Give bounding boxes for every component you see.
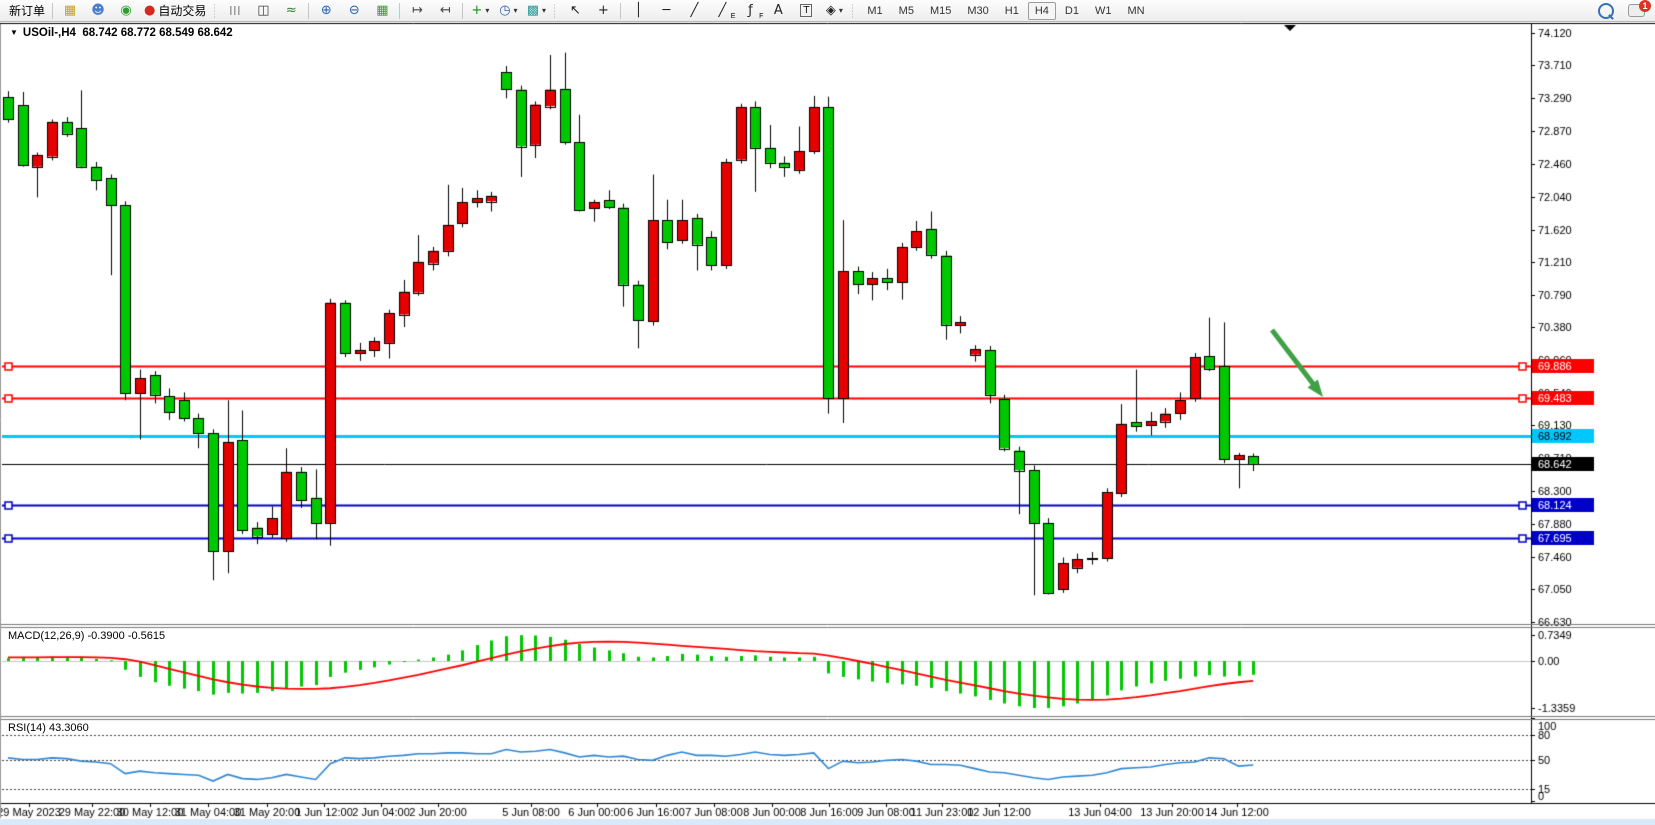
timeframe-h1-button[interactable]: H1: [1004, 4, 1019, 17]
sub-letter: E: [730, 12, 736, 20]
zoom-out-button[interactable]: ⊖: [340, 0, 368, 22]
autotrading-button[interactable]: ● 自动交易: [140, 0, 210, 22]
new-chart-button[interactable]: + ▾: [466, 0, 494, 22]
sub-letter: F: [759, 12, 764, 20]
chevron-down-icon[interactable]: ▾: [485, 6, 490, 15]
auto-scroll-button[interactable]: ↦: [403, 0, 431, 22]
zoom-out-icon: ⊖: [348, 2, 360, 18]
toolbar-separator: [620, 2, 622, 19]
templates-button[interactable]: ▩ ▾: [522, 0, 550, 22]
signals-icon-icon: ◉: [120, 2, 132, 18]
toolbar-separator: [399, 2, 401, 19]
ohlc-values: 68.742 68.772 68.549 68.642: [82, 27, 233, 39]
chart-shift-icon: ↤: [439, 2, 451, 18]
cursor-icon: ↖: [569, 2, 581, 18]
timeframe-d1-button[interactable]: D1: [1064, 4, 1079, 17]
chart-title: ▼ USOil-,H4 68.742 68.772 68.549 68.642: [10, 27, 233, 39]
chart-shift-button[interactable]: ↤: [431, 0, 459, 22]
candlestick-chart-icon: ◫: [257, 2, 270, 18]
new-order-button[interactable]: 新订单: [2, 0, 49, 22]
charts-window-icon-button[interactable]: ▦: [56, 0, 84, 22]
one-click-trading-expander-icon[interactable]: ▼: [10, 28, 18, 37]
autotrading-button-label: 自动交易: [158, 4, 207, 18]
fibonacci-icon: ƒ: [748, 2, 753, 18]
new-order-button-label: 新订单: [9, 4, 46, 18]
crosshair-button[interactable]: +: [589, 0, 617, 22]
horizontal-line-button[interactable]: ─: [652, 0, 680, 22]
bar-chart-button[interactable]: |||: [221, 0, 249, 22]
toolbar-right-icons: 1: [1598, 0, 1651, 19]
timeframe-m5-button[interactable]: M5: [898, 4, 914, 17]
toolbar-separator: [52, 2, 54, 19]
horizontal-line-icon: ─: [662, 2, 671, 18]
candlestick-chart-button[interactable]: ◫: [249, 0, 277, 22]
arrows-button[interactable]: ◈ ▾: [820, 0, 848, 22]
timeframe-m30-button[interactable]: M30: [967, 4, 989, 17]
auto-scroll-icon: ↦: [411, 2, 423, 18]
chevron-down-icon[interactable]: ▾: [838, 6, 843, 15]
equidistant-channel-button[interactable]: ╱ E: [708, 0, 736, 22]
notifications-icon[interactable]: 1: [1628, 0, 1651, 17]
crosshair-icon: +: [597, 2, 609, 18]
signals-icon-button[interactable]: ◉: [112, 0, 140, 22]
toolbar-grip: [850, 2, 856, 19]
chevron-down-icon[interactable]: ▾: [513, 6, 518, 15]
chart-canvas[interactable]: [0, 22, 1655, 825]
text-button[interactable]: A: [764, 0, 792, 22]
timeframe-w1-button[interactable]: W1: [1094, 4, 1112, 17]
text-icon: A: [773, 2, 783, 18]
new-chart-icon: +: [471, 2, 483, 18]
line-chart-icon: ≈: [285, 2, 297, 18]
templates-icon: ▩: [526, 2, 540, 18]
symbol-period-label: USOil-,H4: [22, 27, 76, 39]
search-icon[interactable]: [1598, 2, 1614, 19]
zoom-in-button[interactable]: ⊕: [312, 0, 340, 22]
line-chart-button[interactable]: ≈: [277, 0, 305, 22]
notification-badge: 1: [1639, 0, 1651, 12]
tile-windows-icon: ▦: [376, 2, 389, 18]
toolbar-separator: [308, 2, 310, 19]
timeframe-mn-button[interactable]: MN: [1127, 4, 1145, 17]
toolbar-grip: [552, 2, 558, 19]
charts-window-icon-icon: ▦: [63, 2, 77, 18]
macd-indicator-label: MACD(12,26,9) -0.3900 -0.5615: [8, 630, 166, 642]
bar-chart-icon: |||: [229, 5, 242, 16]
timeframe-h4-button[interactable]: H4: [1027, 1, 1056, 20]
equidistant-channel-icon: ╱: [718, 2, 727, 18]
rsi-indicator-label: RSI(14) 43.3060: [8, 722, 89, 734]
cursor-button[interactable]: ↖: [561, 0, 589, 22]
autotrading-icon: ●: [144, 2, 156, 18]
toolbar-separator: [462, 2, 464, 19]
toolbar-grip: [212, 2, 218, 19]
trendline-button[interactable]: ╱: [680, 0, 708, 22]
timeframe-m1-button[interactable]: M1: [867, 4, 883, 17]
chevron-down-icon[interactable]: ▾: [542, 6, 547, 15]
zoom-in-icon: ⊕: [320, 2, 332, 18]
timeframe-m15-button[interactable]: M15: [929, 4, 952, 17]
tile-windows-button[interactable]: ▦: [368, 0, 396, 22]
arrows-icon: ◈: [825, 2, 836, 18]
text-label-button[interactable]: T: [792, 0, 820, 22]
vertical-line-button[interactable]: │: [624, 0, 652, 22]
community-user-icon-button[interactable]: ☻: [84, 0, 112, 22]
text-label-icon: T: [800, 4, 813, 17]
community-user-icon-icon: ☻: [91, 2, 105, 18]
trendline-icon: ╱: [690, 2, 699, 18]
vertical-line-icon: │: [634, 2, 643, 18]
periods-icon: ◷: [499, 2, 511, 18]
periods-button[interactable]: ◷ ▾: [494, 0, 522, 22]
